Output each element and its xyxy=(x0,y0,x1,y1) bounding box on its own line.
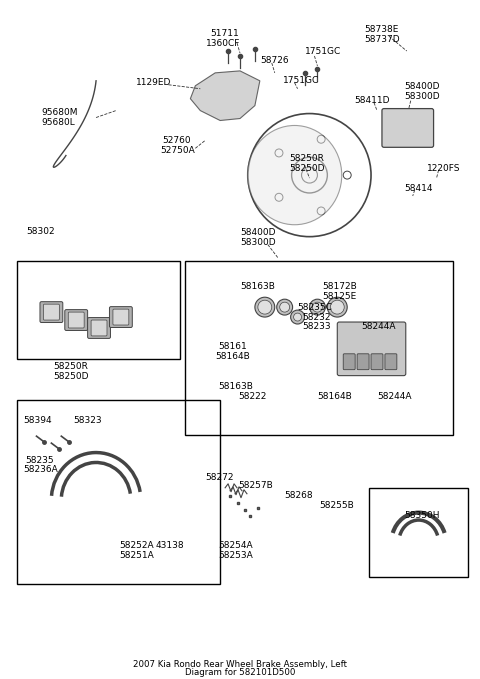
Text: 58163B: 58163B xyxy=(240,282,275,291)
Text: 43138: 43138 xyxy=(156,541,184,550)
Text: 1751GC: 1751GC xyxy=(304,47,341,56)
Bar xyxy=(17,401,220,584)
Text: 58394: 58394 xyxy=(24,416,52,425)
Circle shape xyxy=(327,297,347,317)
Text: 58251A: 58251A xyxy=(119,551,154,559)
Text: 58250R: 58250R xyxy=(53,362,88,371)
Text: 58257B: 58257B xyxy=(238,481,273,490)
Text: 58323: 58323 xyxy=(73,416,102,425)
Text: 58414: 58414 xyxy=(404,183,432,193)
FancyBboxPatch shape xyxy=(44,304,60,320)
Text: 58164B: 58164B xyxy=(317,392,352,401)
Text: 58253A: 58253A xyxy=(218,551,253,559)
Polygon shape xyxy=(191,71,260,120)
FancyBboxPatch shape xyxy=(65,310,88,331)
Text: 1220FS: 1220FS xyxy=(427,164,460,172)
Circle shape xyxy=(310,299,325,315)
Text: 58250D: 58250D xyxy=(289,164,325,172)
Text: 58300D: 58300D xyxy=(404,92,439,101)
Text: 58232: 58232 xyxy=(302,312,331,322)
FancyBboxPatch shape xyxy=(68,312,84,328)
Text: 58400D: 58400D xyxy=(404,82,439,91)
Circle shape xyxy=(280,302,289,312)
Text: 58737D: 58737D xyxy=(364,35,400,43)
Text: 58125E: 58125E xyxy=(323,292,357,301)
Text: 58244A: 58244A xyxy=(361,323,396,331)
Text: 58172B: 58172B xyxy=(323,282,357,291)
FancyBboxPatch shape xyxy=(113,309,129,325)
Text: 58255B: 58255B xyxy=(319,501,354,510)
Text: 58272: 58272 xyxy=(205,473,234,482)
Circle shape xyxy=(330,300,344,314)
FancyBboxPatch shape xyxy=(40,301,63,323)
Text: Diagram for 582101D500: Diagram for 582101D500 xyxy=(185,668,295,677)
Text: 58302: 58302 xyxy=(26,227,55,236)
Text: 58254A: 58254A xyxy=(218,541,253,550)
Text: 58236A: 58236A xyxy=(24,465,59,475)
FancyBboxPatch shape xyxy=(88,318,110,338)
Text: 58350H: 58350H xyxy=(404,511,439,520)
Text: 58235: 58235 xyxy=(25,456,54,464)
FancyBboxPatch shape xyxy=(385,354,397,369)
FancyBboxPatch shape xyxy=(109,307,132,327)
Bar xyxy=(185,261,454,435)
Text: 58250D: 58250D xyxy=(53,372,89,381)
Text: 58163B: 58163B xyxy=(218,382,253,391)
Text: 58235C: 58235C xyxy=(298,303,333,312)
Text: 58400D: 58400D xyxy=(240,228,276,237)
Text: 58738E: 58738E xyxy=(364,24,398,34)
Text: 58222: 58222 xyxy=(238,392,266,401)
Text: 58244A: 58244A xyxy=(377,392,411,401)
FancyBboxPatch shape xyxy=(343,354,355,369)
FancyBboxPatch shape xyxy=(371,354,383,369)
Text: 1129ED: 1129ED xyxy=(136,78,171,88)
Text: 58161: 58161 xyxy=(218,342,247,351)
Circle shape xyxy=(312,302,323,312)
Circle shape xyxy=(294,313,301,321)
Text: 95680M: 95680M xyxy=(41,108,78,117)
Text: 58411D: 58411D xyxy=(354,96,390,105)
Text: 52750A: 52750A xyxy=(161,146,195,155)
FancyBboxPatch shape xyxy=(357,354,369,369)
Text: 2007 Kia Rondo Rear Wheel Brake Assembly, Left: 2007 Kia Rondo Rear Wheel Brake Assembly… xyxy=(133,660,347,669)
Text: 58268: 58268 xyxy=(285,491,313,500)
FancyBboxPatch shape xyxy=(382,109,433,147)
Ellipse shape xyxy=(248,126,342,225)
FancyBboxPatch shape xyxy=(91,320,107,336)
Text: 58164B: 58164B xyxy=(215,352,250,361)
Text: 58252A: 58252A xyxy=(119,541,154,550)
FancyBboxPatch shape xyxy=(337,322,406,375)
Text: 58726: 58726 xyxy=(260,56,288,65)
Text: 58300D: 58300D xyxy=(240,238,276,247)
Circle shape xyxy=(290,310,304,324)
Text: 95680L: 95680L xyxy=(41,118,75,127)
Text: 52760: 52760 xyxy=(163,136,191,145)
Text: 51711: 51711 xyxy=(210,29,239,37)
Circle shape xyxy=(258,300,272,314)
Text: 58233: 58233 xyxy=(302,323,331,331)
Bar xyxy=(17,261,180,359)
Text: 1751GC: 1751GC xyxy=(283,76,319,86)
Text: 58250R: 58250R xyxy=(289,153,324,163)
Bar xyxy=(369,488,468,577)
Circle shape xyxy=(255,297,275,317)
Text: 1360CF: 1360CF xyxy=(206,39,240,48)
Circle shape xyxy=(277,299,293,315)
